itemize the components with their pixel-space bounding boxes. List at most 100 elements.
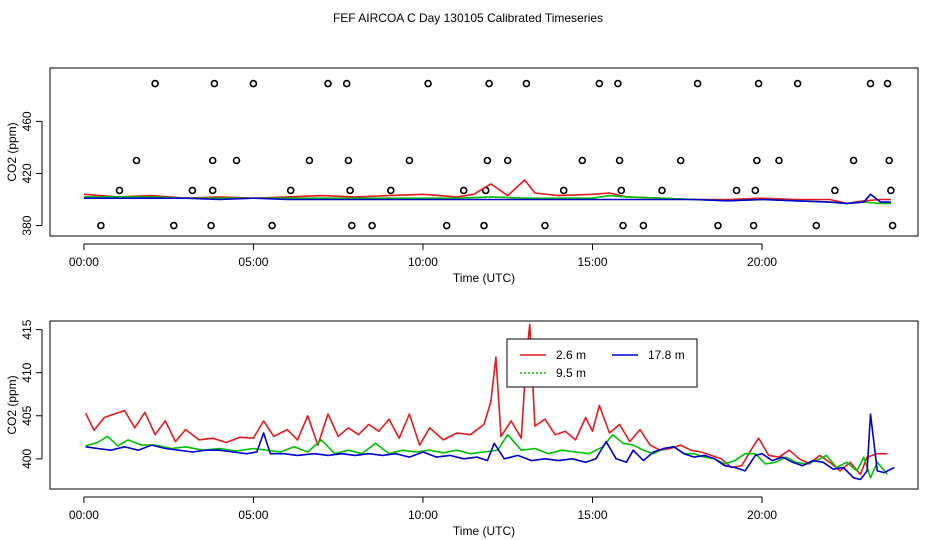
calibration-point — [459, 186, 468, 195]
top-y-tick-label: 420 — [20, 163, 34, 183]
calibration-point — [732, 186, 741, 195]
legend-label-2.6m: 2.6 m — [556, 348, 586, 362]
calibration-point — [541, 221, 549, 230]
calibration-point — [849, 156, 858, 165]
calibration-point — [753, 156, 761, 165]
bottom-y-tick-label: 400 — [20, 449, 34, 469]
legend-label-9.5m: 9.5 m — [556, 366, 586, 380]
bottom-series-17.8m — [85, 413, 895, 481]
calibration-point — [483, 156, 492, 165]
calibration-point — [207, 221, 215, 230]
calibration-point — [188, 186, 197, 195]
calibration-point — [480, 221, 488, 230]
top-plot-frame — [49, 67, 919, 237]
top-x-axis: 00:00 05:00 10:00 15:00 20:00 — [69, 243, 777, 269]
top-series-lines — [83, 179, 891, 205]
bottom-x-tick-label: 20:00 — [747, 508, 777, 522]
bottom-series-9.5m — [85, 433, 889, 479]
top-y-axis-label: CO2 (ppm) — [5, 122, 19, 181]
calibration-point — [386, 186, 395, 195]
top-x-tick-label: 20:00 — [747, 255, 777, 269]
calibration-point — [503, 156, 512, 165]
calibration-point — [617, 186, 626, 195]
bottom-y-axis: 400 405 410 415 — [20, 319, 43, 469]
calibration-point — [286, 186, 295, 195]
top-x-tick-label: 10:00 — [408, 255, 438, 269]
calibration-point — [883, 79, 892, 88]
bottom-y-tick-label: 410 — [20, 362, 34, 382]
calibration-point — [151, 79, 159, 88]
calibration-point — [693, 79, 702, 88]
calibration-point — [793, 79, 802, 88]
bottom-x-axis-label: Time (UTC) — [453, 524, 515, 538]
calibration-point — [615, 156, 624, 165]
bottom-x-tick-label: 10:00 — [408, 508, 438, 522]
bottom-y-axis-label: CO2 (ppm) — [5, 375, 19, 434]
calibration-point — [639, 221, 648, 230]
calibration-point — [885, 156, 894, 165]
calibration-point — [658, 186, 666, 195]
top-panel: 00:00 05:00 10:00 15:00 20:00 380 420 460 Time… — [5, 67, 919, 285]
calibration-point — [775, 156, 783, 165]
calibration-point — [424, 79, 432, 88]
calibration-point — [614, 79, 622, 88]
calibration-point — [132, 156, 141, 165]
calibration-point — [324, 79, 332, 88]
top-x-tick-label: 05:00 — [238, 255, 268, 269]
calibration-point — [714, 221, 722, 230]
calibration-point — [344, 156, 353, 165]
calibration-point — [305, 156, 314, 165]
top-x-tick-label: 00:00 — [69, 255, 99, 269]
calibration-point — [347, 221, 356, 230]
calibration-point — [888, 221, 897, 230]
calibration-point — [232, 156, 241, 165]
bottom-x-tick-label: 05:00 — [238, 508, 268, 522]
calibration-point — [249, 79, 258, 88]
calibration-point — [812, 221, 821, 230]
calibration-point — [442, 221, 451, 230]
calibration-point — [115, 186, 124, 195]
calibration-point — [578, 156, 587, 165]
bottom-y-tick-label: 405 — [20, 405, 34, 425]
top-calibration-points — [97, 79, 897, 230]
calibration-point — [405, 156, 414, 165]
calibration-point — [559, 186, 568, 195]
bottom-x-axis: 00:00 05:00 10:00 15:00 20:00 — [69, 496, 777, 522]
bottom-panel: 00:00 05:00 10:00 15:00 20:00 400 405 410 415 T… — [5, 319, 919, 538]
calibration-point — [754, 79, 763, 88]
bottom-x-tick-label: 00:00 — [69, 508, 99, 522]
chart-title: FEF AIRCOA C Day 130105 Calibrated Times… — [333, 11, 603, 25]
top-x-tick-label: 15:00 — [577, 255, 607, 269]
top-x-axis-label: Time (UTC) — [453, 271, 515, 285]
bottom-plot-frame — [49, 320, 919, 490]
legend: 2.6 m 9.5 m 17.8 m — [506, 338, 698, 388]
calibration-point — [170, 221, 178, 230]
bottom-y-tick-label: 415 — [20, 319, 34, 339]
bottom-x-tick-label: 15:00 — [577, 508, 607, 522]
top-y-tick-label: 380 — [20, 215, 34, 235]
calibration-point — [887, 186, 895, 195]
calibration-point — [676, 156, 685, 165]
calibration-point — [346, 186, 354, 195]
calibration-point — [619, 221, 627, 230]
calibration-point — [831, 186, 839, 195]
top-y-axis: 380 420 460 — [20, 111, 43, 236]
calibration-point — [97, 221, 105, 230]
top-series-17.8m — [83, 193, 891, 205]
calibration-point — [749, 221, 758, 230]
top-y-tick-label: 460 — [20, 111, 34, 131]
legend-box — [506, 338, 698, 388]
calibration-point — [208, 186, 217, 195]
calibration-point — [268, 221, 276, 230]
calibration-point — [595, 79, 604, 88]
calibration-point — [866, 79, 875, 88]
calibration-point — [751, 186, 760, 195]
calibration-point — [342, 79, 351, 88]
legend-label-17.8m: 17.8 m — [648, 348, 685, 362]
bottom-series-2.6m — [84, 323, 888, 476]
calibration-point — [522, 79, 531, 88]
bottom-series-lines — [84, 323, 895, 481]
calibration-point — [485, 79, 493, 88]
calibration-point — [208, 156, 217, 165]
